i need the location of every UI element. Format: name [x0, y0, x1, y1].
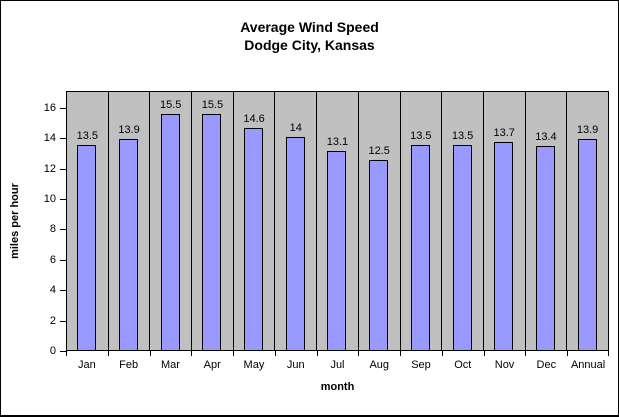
category-cell-feb: 13.9 — [109, 92, 151, 350]
bar-jul — [327, 151, 347, 350]
x-tick-mark — [484, 351, 485, 356]
bar-oct — [452, 145, 472, 350]
plot-area: 13.5 13.9 15.5 15.5 14.6 14 13.1 12.5 13.5 13.5 13… — [66, 91, 609, 351]
bar-value-label: 13.5 — [410, 130, 432, 142]
x-tick-mark — [108, 351, 109, 356]
bar-mar — [160, 114, 180, 350]
x-tick-mark — [317, 351, 318, 356]
x-tick-mark — [66, 351, 67, 356]
bar-sep — [410, 145, 430, 350]
x-tick-mark — [233, 351, 234, 356]
y-tick-mark — [60, 321, 66, 322]
bar-apr — [202, 114, 222, 350]
bar-jun — [285, 137, 305, 350]
chart-title: Average Wind Speed Dodge City, Kansas — [1, 18, 618, 54]
y-tick-label: 16 — [43, 102, 56, 114]
y-tick-label: 0 — [49, 345, 56, 357]
bar-aug — [369, 160, 389, 350]
y-tick-mark — [60, 138, 66, 139]
bar-feb — [119, 139, 139, 350]
category-cell-aug: 12.5 — [359, 92, 401, 350]
bar-value-label: 13.7 — [493, 127, 515, 139]
x-category-label: Mar — [160, 359, 180, 371]
bar-value-label: 13.9 — [576, 124, 599, 136]
x-category-label: Annual — [570, 359, 606, 371]
category-cell-jun: 14 — [275, 92, 318, 350]
y-axis-title: miles per hour — [9, 183, 21, 259]
bar-value-label: 13.4 — [535, 131, 557, 143]
x-category-label: Aug — [369, 359, 390, 371]
x-category-label: Jan — [78, 359, 96, 371]
bar-value-label: 12.5 — [368, 145, 390, 157]
bar-jan — [77, 145, 97, 350]
bar-value-label: 13.9 — [118, 124, 140, 136]
bar-value-label: 13.5 — [451, 130, 474, 142]
x-category-label: Dec — [536, 359, 557, 371]
y-tick-mark — [60, 290, 66, 291]
bar-value-label: 14.6 — [243, 113, 265, 125]
y-tick-mark — [60, 351, 66, 352]
x-category-label: May — [243, 359, 265, 371]
y-tick-label: 2 — [49, 315, 56, 327]
y-tick-label: 6 — [49, 254, 56, 266]
x-category-label: Apr — [203, 359, 221, 371]
x-tick-mark — [275, 351, 276, 356]
bar-annual — [577, 139, 597, 350]
category-cell-may: 14.6 — [234, 92, 276, 350]
y-tick-mark — [60, 199, 66, 200]
chart-title-line1: Average Wind Speed — [240, 19, 379, 35]
category-cell-dec: 13.4 — [526, 92, 568, 350]
y-tick-mark — [60, 108, 66, 109]
x-tick-mark — [191, 351, 192, 356]
y-tick-label: 14 — [43, 132, 56, 144]
bar-dec — [535, 146, 555, 350]
x-category-label: Sep — [411, 359, 431, 371]
x-tick-mark — [567, 351, 568, 356]
bar-nov — [494, 142, 514, 350]
x-tick-mark — [150, 351, 151, 356]
x-axis-title: month — [320, 381, 355, 393]
y-tick-label: 12 — [43, 163, 56, 175]
y-tick-label: 8 — [49, 223, 56, 235]
x-tick-mark — [400, 351, 401, 356]
x-tick-mark — [358, 351, 359, 356]
y-tick-mark — [60, 260, 66, 261]
x-category-label: Jul — [330, 359, 345, 371]
y-tick-label: 10 — [43, 193, 56, 205]
x-category-label: Nov — [494, 359, 515, 371]
category-cell-sep: 13.5 — [401, 92, 443, 350]
category-cell-apr: 15.5 — [192, 92, 234, 350]
category-cell-jul: 13.1 — [317, 92, 359, 350]
bar-value-label: 15.5 — [160, 99, 182, 111]
x-category-label: Jun — [286, 359, 305, 371]
chart-title-line2: Dodge City, Kansas — [244, 37, 375, 53]
x-category-label: Feb — [119, 359, 139, 371]
y-tick-mark — [60, 169, 66, 170]
category-cell-annual: 13.9 — [567, 92, 608, 350]
bar-may — [244, 128, 264, 350]
y-tick-mark — [60, 229, 66, 230]
bar-value-label: 13.1 — [326, 136, 349, 148]
category-cell-mar: 15.5 — [150, 92, 193, 350]
bar-value-label: 15.5 — [201, 99, 224, 111]
category-cell-jan: 13.5 — [67, 92, 109, 350]
x-tick-mark — [525, 351, 526, 356]
x-axis-labels: Jan Feb Mar Apr May Jun Jul Aug Sep Oct Nov Dec Annu… — [66, 358, 609, 372]
x-tick-mark — [442, 351, 443, 356]
y-tick-label: 4 — [49, 284, 56, 296]
x-category-label: Oct — [454, 359, 472, 371]
x-tick-mark — [608, 351, 609, 356]
category-cell-oct: 13.5 — [442, 92, 484, 350]
bar-value-label: 14 — [289, 122, 302, 134]
bar-value-label: 13.5 — [76, 130, 99, 142]
category-cell-nov: 13.7 — [484, 92, 526, 350]
